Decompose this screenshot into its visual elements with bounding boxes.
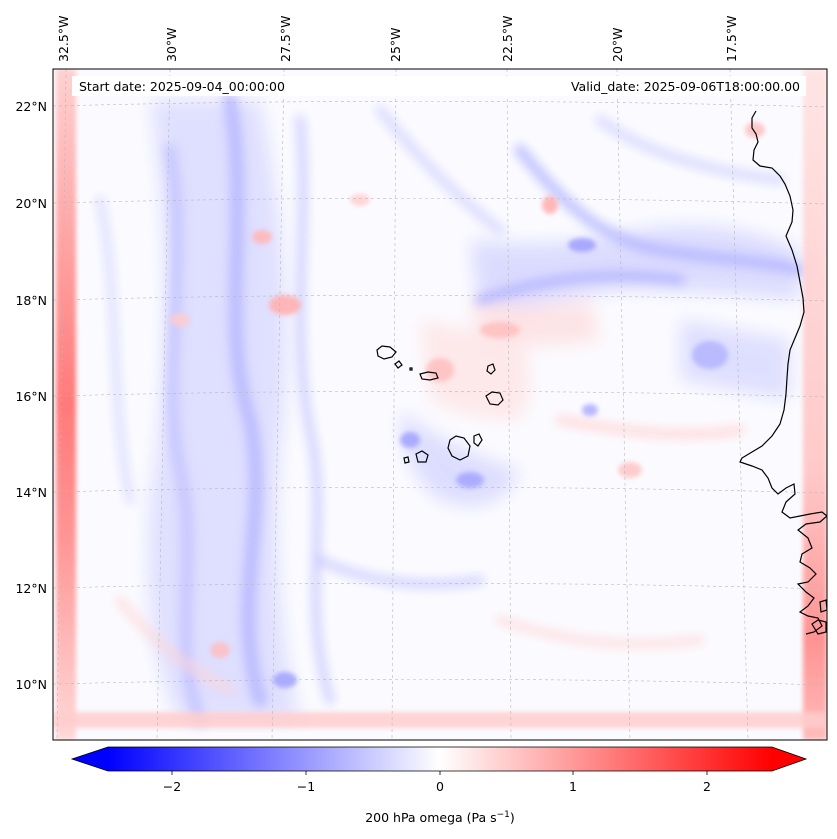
field-cells [170,122,765,688]
lat-labels: 22°N 20°N 18°N 16°N 14°N 12°N 10°N [15,99,47,692]
colorbar-body [108,747,772,771]
lon-label-27-5w: 27.5°W [278,16,293,62]
omega-field [53,69,827,740]
island-boa-vista [485,391,504,406]
lat-label-14n: 14°N [15,485,47,500]
field-streaks [95,93,806,726]
meridian-25w [391,69,397,740]
parallel-16n [53,390,827,398]
parallel-14n [53,486,827,494]
island-santa-luzia [409,367,413,371]
map-frame [52,68,828,741]
colorbar-title: 200 hPa omega (Pa s−1) [365,810,515,825]
island-maio [473,433,483,447]
meridian-22-5w [506,69,512,740]
lon-label-22-5w: 22.5°W [500,16,515,62]
island-santo-antao [376,345,397,360]
parallel-12n [53,582,827,590]
bottom-boundary-band [53,712,827,728]
colorbar-max-extend [772,747,806,771]
island-sal [486,363,496,375]
lon-label-17-5w: 17.5°W [724,16,739,62]
island-brava [403,456,410,464]
parallel-18n [53,294,827,302]
island-sao-vicente [394,360,403,369]
coastal-island-2 [819,599,827,613]
graticule [53,69,827,740]
left-boundary-band [56,69,76,740]
lat-label-20n: 20°N [15,196,47,211]
cb-tick-label-m2: −2 [163,779,181,794]
meridian-27-5w [271,69,285,740]
meridian-32-5w [56,69,67,740]
right-boundary-band [803,69,827,740]
lat-label-10n: 10°N [15,677,47,692]
island-santiago [447,435,471,461]
lat-label-18n: 18°N [15,293,47,308]
start-date-label: Start date: 2025-09-04_00:00:00 [79,79,285,94]
parallel-22n [53,100,827,108]
lat-label-16n: 16°N [15,389,47,404]
cb-tick-label-0: 0 [436,779,444,794]
cb-tick-label-2: 2 [703,779,711,794]
map-panel: Start date: 2025-09-04_00:00:00 Valid_da… [52,68,828,741]
lon-labels: 32.5°W 30°W 27.5°W 25°W 22.5°W 20°W 17.5… [56,16,739,62]
lon-label-30w: 30°W [164,27,179,62]
coastlines [376,110,827,635]
parallel-10n [53,678,827,686]
lon-label-20w: 20°W [610,27,625,62]
header-band [72,76,806,96]
island-fogo [415,450,429,463]
valid-date-label: Valid_date: 2025-09-06T18:00:00.00 [571,79,800,94]
cb-tick-label-m1: −1 [297,779,315,794]
colorbar-title-close: ) [510,810,515,825]
lat-label-12n: 12°N [15,581,47,596]
island-sao-nicolau [419,371,439,381]
lon-label-32-5w: 32.5°W [56,16,71,62]
colorbar-title-exp: −1 [497,810,510,820]
coastal-island-1 [811,619,827,635]
colorbar-min-extend [72,747,108,771]
cb-tick-label-1: 1 [569,779,577,794]
colorbar: −2 −1 0 1 2 200 hPa omega (Pa s−1) [70,746,808,825]
parallel-20n [53,197,827,205]
meridian-20w [616,69,631,740]
africa-coastline [739,110,827,635]
lon-label-25w: 25°W [388,27,403,62]
colorbar-ticks [171,771,708,775]
colorbar-title-main: 200 hPa omega (Pa s [365,810,496,825]
meridian-30w [156,69,171,740]
lat-label-22n: 22°N [15,99,47,114]
colorbar-outline [70,746,808,772]
meridian-17-5w [729,69,749,740]
